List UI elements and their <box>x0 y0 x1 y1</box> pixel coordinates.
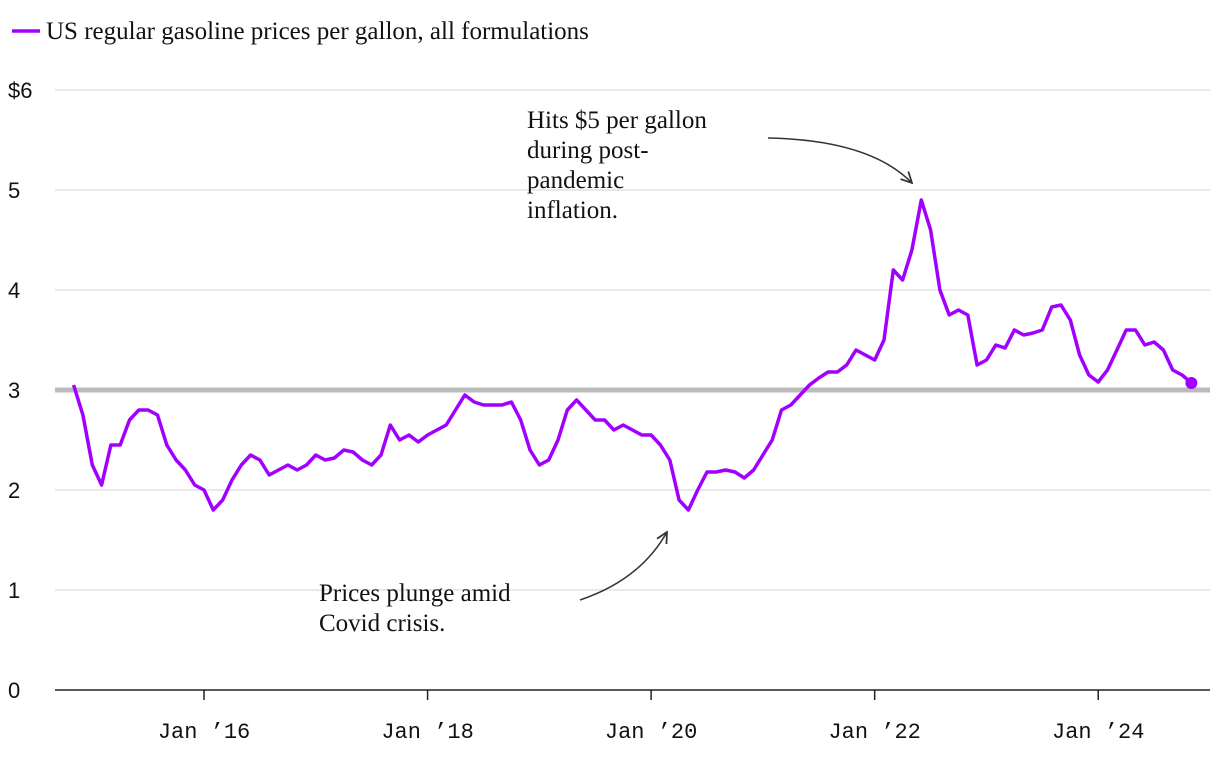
annotation: Hits $5 per gallon <box>527 107 707 134</box>
x-tick-label: Jan ’24 <box>1052 720 1144 745</box>
annotation: inflation. <box>527 197 618 224</box>
annotation: during post- <box>527 137 649 164</box>
y-tick-label: 0 <box>8 678 20 703</box>
y-tick-label: 3 <box>8 378 20 403</box>
annotation: pandemic <box>527 167 624 194</box>
x-tick-label: Jan ’22 <box>828 720 920 745</box>
x-tick-label: Jan ’16 <box>158 720 250 745</box>
x-tick-label: Jan ’18 <box>381 720 473 745</box>
legend-label: US regular gasoline prices per gallon, a… <box>46 18 589 45</box>
annotation-arrow <box>767 137 912 183</box>
y-tick-label: 5 <box>8 178 20 203</box>
x-tick-label: Jan ’20 <box>605 720 697 745</box>
y-tick-label: 2 <box>8 478 20 503</box>
annotation-arrow <box>579 532 667 601</box>
annotation: Prices plunge amid <box>319 580 511 607</box>
line <box>71 198 1193 512</box>
y-tick-label: 1 <box>8 578 20 603</box>
y-tick-label: $6 <box>8 78 32 103</box>
end-dot <box>1185 377 1198 389</box>
annotation: Covid crisis. <box>319 610 445 637</box>
y-tick-label: 4 <box>8 278 20 303</box>
